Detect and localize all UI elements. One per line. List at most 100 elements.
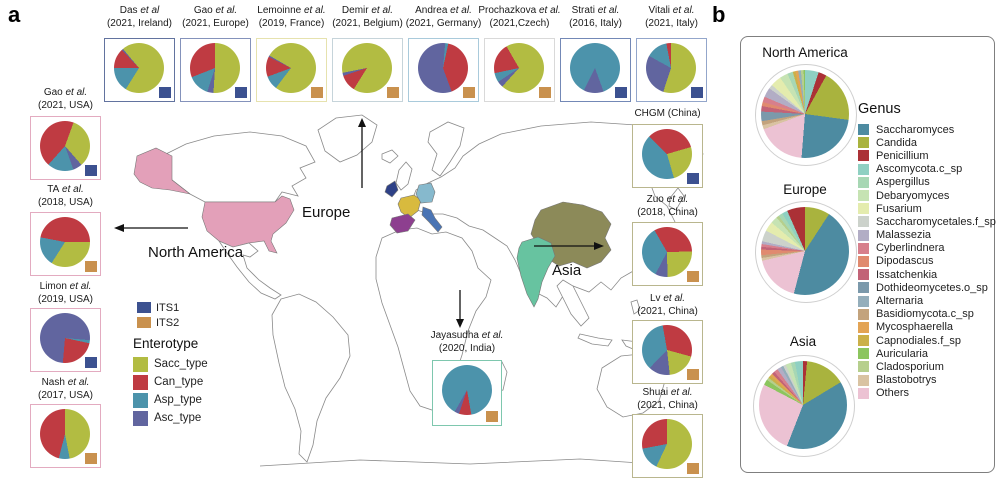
study-year-country: (2021, Belgium): [332, 17, 403, 29]
study-year-country: (2021, USA): [37, 99, 94, 111]
enterotype-legend-swatch: [133, 374, 148, 390]
genus-legend-items: Saccharomyces Candida Penicillium Ascomycot…: [858, 123, 996, 400]
genus-legend-label: Capnodiales.f_sp: [876, 334, 962, 347]
study-author: Gao: [193, 5, 213, 16]
its-marker-ITS1: [85, 165, 97, 176]
enterotype-legend-label: Asc_type: [154, 412, 202, 424]
genus-legend-swatch: [858, 124, 869, 136]
enterotype-legend-items: Sacc_type Can_type Asp_type Asc_type: [133, 355, 208, 427]
its-marker-ITS2: [387, 87, 399, 98]
study-author: Gao: [43, 87, 63, 98]
its-marker-ITS1: [85, 357, 97, 368]
genus-legend-swatch: [858, 203, 869, 215]
genus-legend-swatch: [858, 282, 869, 294]
its-legend-label: ITS1: [156, 301, 180, 314]
study-pie-chart: [40, 121, 90, 171]
map-label-europe: Europe: [302, 204, 351, 221]
genus-legend-swatch: [858, 361, 869, 373]
genus-legend-swatch: [858, 295, 869, 307]
genus-legend-swatch: [858, 163, 869, 175]
genus-legend-swatch: [858, 190, 869, 202]
study-box: [560, 38, 631, 102]
study-author: Das: [119, 5, 138, 16]
genus-legend-item: Basidiomycota.c_sp: [858, 308, 996, 321]
regional-pie-asia: [759, 361, 847, 449]
study-year-country: (2019, USA): [37, 293, 94, 305]
study-author: Jayasudha: [430, 330, 479, 341]
study-year-country: (2021, Germany): [405, 17, 482, 29]
country-alaska: [133, 147, 191, 195]
genus-legend-item: Others: [858, 387, 996, 400]
genus-legend-item: Blastobotrys: [858, 374, 996, 387]
study-year-country: (2018, USA): [37, 196, 94, 208]
study-author: Demir: [341, 5, 369, 16]
genus-legend: Genus Saccharomyces Candida Penicillium Asc…: [858, 101, 996, 400]
genus-legend-title: Genus: [858, 101, 901, 117]
genus-legend-swatch: [858, 269, 869, 281]
genus-legend-label: Others: [876, 387, 910, 400]
enterotype-legend-label: Asp_type: [154, 394, 202, 406]
its-legend-item: ITS2: [137, 315, 179, 330]
enterotype-legend-swatch: [133, 356, 148, 372]
study-author: Shuai: [642, 387, 669, 398]
study-pie-chart: [442, 365, 492, 415]
study-caption: Demir et al. (2021, Belgium): [313, 5, 423, 30]
landmass-canada: [165, 131, 316, 203]
study-pie-chart: [494, 43, 544, 93]
genus-legend-swatch: [858, 242, 869, 254]
landmass-africa: [375, 227, 492, 411]
study-caption: Lv et al. (2021, China): [613, 293, 723, 318]
study-box: [332, 38, 403, 102]
enterotype-legend-swatch: [133, 410, 148, 426]
study-author: Strati: [571, 5, 595, 16]
study-author: Zuo: [646, 194, 664, 205]
country-italy: [421, 206, 443, 233]
study-etal: et al: [137, 5, 160, 16]
study-year-country: (2021, China): [637, 399, 698, 411]
genus-legend-label: Saccharomyces: [876, 123, 955, 136]
study-etal: et al.: [64, 377, 90, 388]
genus-legend-label: Issatchenkia: [876, 268, 938, 281]
regional-pie-title-europe: Europe: [783, 182, 827, 197]
genus-legend-item: Capnodiales.f_sp: [858, 334, 996, 347]
genus-legend-label: Dipodascus: [876, 255, 934, 268]
study-author: Lv: [649, 293, 661, 304]
study-caption: Gao et al. (2021, Europe): [161, 5, 271, 30]
genus-legend-swatch: [858, 229, 869, 241]
arrow-right-asia-head: [594, 242, 604, 250]
genus-legend-swatch: [858, 348, 869, 360]
country-ireland: [384, 180, 399, 198]
study-pie-chart: [570, 43, 620, 93]
study-author: Vitali: [648, 5, 671, 16]
study-author: Andrea: [415, 5, 448, 16]
study-author: Lemoinne: [257, 5, 302, 16]
study-box: [632, 414, 703, 478]
study-box: [30, 212, 101, 276]
arrow-left-north-america-head: [114, 224, 124, 232]
genus-legend-swatch: [858, 176, 869, 188]
landmass-indonesia-1: [577, 333, 613, 347]
study-etal: et al.: [212, 5, 238, 16]
genus-legend-item: Malassezia: [858, 229, 996, 242]
study-caption: Andrea et al. (2021, Germany): [389, 5, 499, 30]
landmass-uk: [395, 161, 413, 191]
study-pie-chart: [266, 43, 316, 93]
genus-legend-label: Basidiomycota.c_sp: [876, 308, 974, 321]
country-usa: [201, 195, 295, 254]
study-box: [30, 308, 101, 372]
study-year-country: (2021, Ireland): [106, 17, 173, 29]
study-pie-chart: [418, 43, 468, 93]
its-marker-ITS1: [159, 87, 171, 98]
genus-legend-label: Debaryomyces: [876, 189, 950, 202]
study-caption: CHGM (China): [613, 108, 723, 121]
genus-legend-swatch: [858, 387, 869, 399]
map-label-north-america: North America: [148, 244, 244, 261]
study-etal: et al.: [670, 5, 695, 16]
its-legend-label: ITS2: [156, 316, 180, 329]
enterotype-legend-swatch: [133, 392, 148, 408]
genus-legend-swatch: [858, 255, 869, 267]
study-caption: Strati et al. (2016, Italy): [541, 5, 651, 30]
enterotype-legend-item: Can_type: [133, 373, 208, 391]
study-etal: et al.: [478, 330, 504, 341]
study-etal: et al.: [301, 5, 326, 16]
